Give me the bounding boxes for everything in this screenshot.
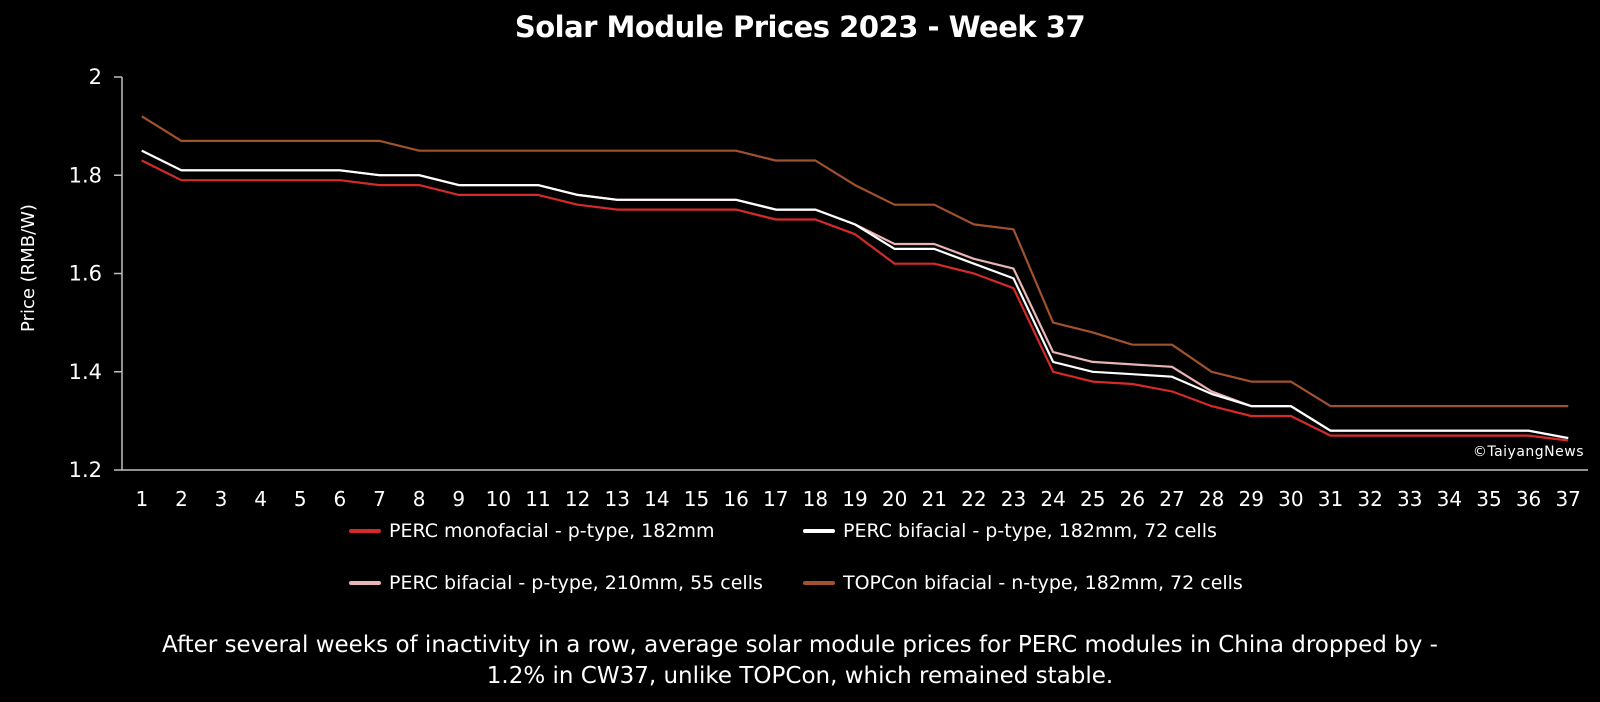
x-tick-label: 29 — [1238, 487, 1263, 511]
x-tick-label: 32 — [1357, 487, 1382, 511]
series-line-4 — [141, 115, 1569, 408]
series-line-3 — [141, 149, 1569, 440]
x-tick-label: 26 — [1120, 487, 1145, 511]
taiyangnews-watermark: ©TaiyangNews — [1473, 444, 1584, 460]
x-tick-label: 18 — [803, 487, 828, 511]
axes — [121, 77, 1588, 471]
x-tick-label: 3 — [215, 487, 228, 511]
x-tick-label: 2 — [175, 487, 188, 511]
legend-label: PERC bifacial - p-type, 210mm, 55 cells — [389, 572, 763, 594]
x-tick-label: 30 — [1278, 487, 1303, 511]
legend-swatch-red — [349, 529, 381, 533]
y-tick-label: 1.2 — [69, 458, 102, 482]
x-tick-label: 27 — [1159, 487, 1184, 511]
y-tick-label: 1.4 — [69, 360, 102, 384]
x-tick-label: 14 — [644, 487, 669, 511]
caption-line-2: 1.2% in CW37, unlike TOPCon, which remai… — [486, 663, 1114, 689]
legend-item-perc-bifacial-182: PERC bifacial - p-type, 182mm, 72 cells — [803, 520, 1217, 542]
line-chart: 1.21.41.61.82 1 2 3 4 5 6 7 8 9 10 11 12 13 14 15 16 17 1… — [18, 65, 1588, 511]
x-tick-label: 15 — [684, 487, 709, 511]
x-tick-label: 22 — [961, 487, 986, 511]
x-tick-label: 20 — [882, 487, 907, 511]
x-tick-label: 33 — [1397, 487, 1422, 511]
series-lines — [141, 115, 1569, 442]
x-axis-ticks: 1 2 3 4 5 6 7 8 9 10 11 12 13 14 15 16 17 18 19 20 21 22 23 24 2… — [135, 487, 1580, 511]
y-axis-label: Price (RMB/W) — [18, 204, 39, 332]
x-tick-label: 9 — [452, 487, 465, 511]
x-tick-label: 24 — [1040, 487, 1065, 511]
series-line-1 — [141, 159, 1569, 442]
legend-swatch-brown — [803, 581, 835, 585]
x-tick-label: 11 — [525, 487, 550, 511]
series-line-2 — [141, 149, 1569, 440]
x-tick-label: 28 — [1199, 487, 1224, 511]
x-tick-label: 16 — [723, 487, 748, 511]
x-tick-label: 5 — [294, 487, 307, 511]
x-tick-label: 8 — [413, 487, 426, 511]
x-tick-label: 36 — [1516, 487, 1541, 511]
legend-label: TOPCon bifacial - n-type, 182mm, 72 cell… — [843, 572, 1243, 594]
x-tick-label: 1 — [135, 487, 148, 511]
caption-line-1: After several weeks of inactivity in a r… — [162, 632, 1438, 658]
x-tick-label: 6 — [334, 487, 347, 511]
x-tick-label: 13 — [605, 487, 630, 511]
x-tick-label: 7 — [373, 487, 386, 511]
x-tick-label: 34 — [1437, 487, 1462, 511]
x-tick-label: 25 — [1080, 487, 1105, 511]
x-tick-label: 31 — [1318, 487, 1343, 511]
x-tick-label: 21 — [922, 487, 947, 511]
y-axis-ticks: 1.2 1.4 1.6 1.8 2 — [69, 65, 122, 482]
x-tick-label: 23 — [1001, 487, 1026, 511]
x-tick-label: 12 — [565, 487, 590, 511]
chart-caption: After several weeks of inactivity in a r… — [0, 630, 1600, 692]
legend-label: PERC bifacial - p-type, 182mm, 72 cells — [843, 520, 1217, 542]
x-tick-label: 4 — [254, 487, 267, 511]
legend-item-topcon-bifacial: TOPCon bifacial - n-type, 182mm, 72 cell… — [803, 572, 1243, 594]
x-tick-label: 19 — [842, 487, 867, 511]
legend-swatch-pink — [349, 581, 381, 585]
x-tick-label: 35 — [1476, 487, 1501, 511]
x-tick-label: 10 — [486, 487, 511, 511]
y-tick-label: 1.8 — [69, 163, 102, 187]
legend-item-perc-bifacial-210: PERC bifacial - p-type, 210mm, 55 cells — [349, 572, 763, 594]
y-tick-label: 2 — [89, 65, 102, 89]
x-tick-label: 17 — [763, 487, 788, 511]
legend-swatch-white — [803, 529, 835, 533]
y-tick-label: 1.6 — [69, 262, 102, 286]
legend-item-perc-monofacial: PERC monofacial - p-type, 182mm — [349, 520, 714, 542]
legend-label: PERC monofacial - p-type, 182mm — [389, 520, 715, 542]
chart-title: Solar Module Prices 2023 - Week 37 — [514, 10, 1086, 44]
x-tick-label: 37 — [1555, 487, 1580, 511]
